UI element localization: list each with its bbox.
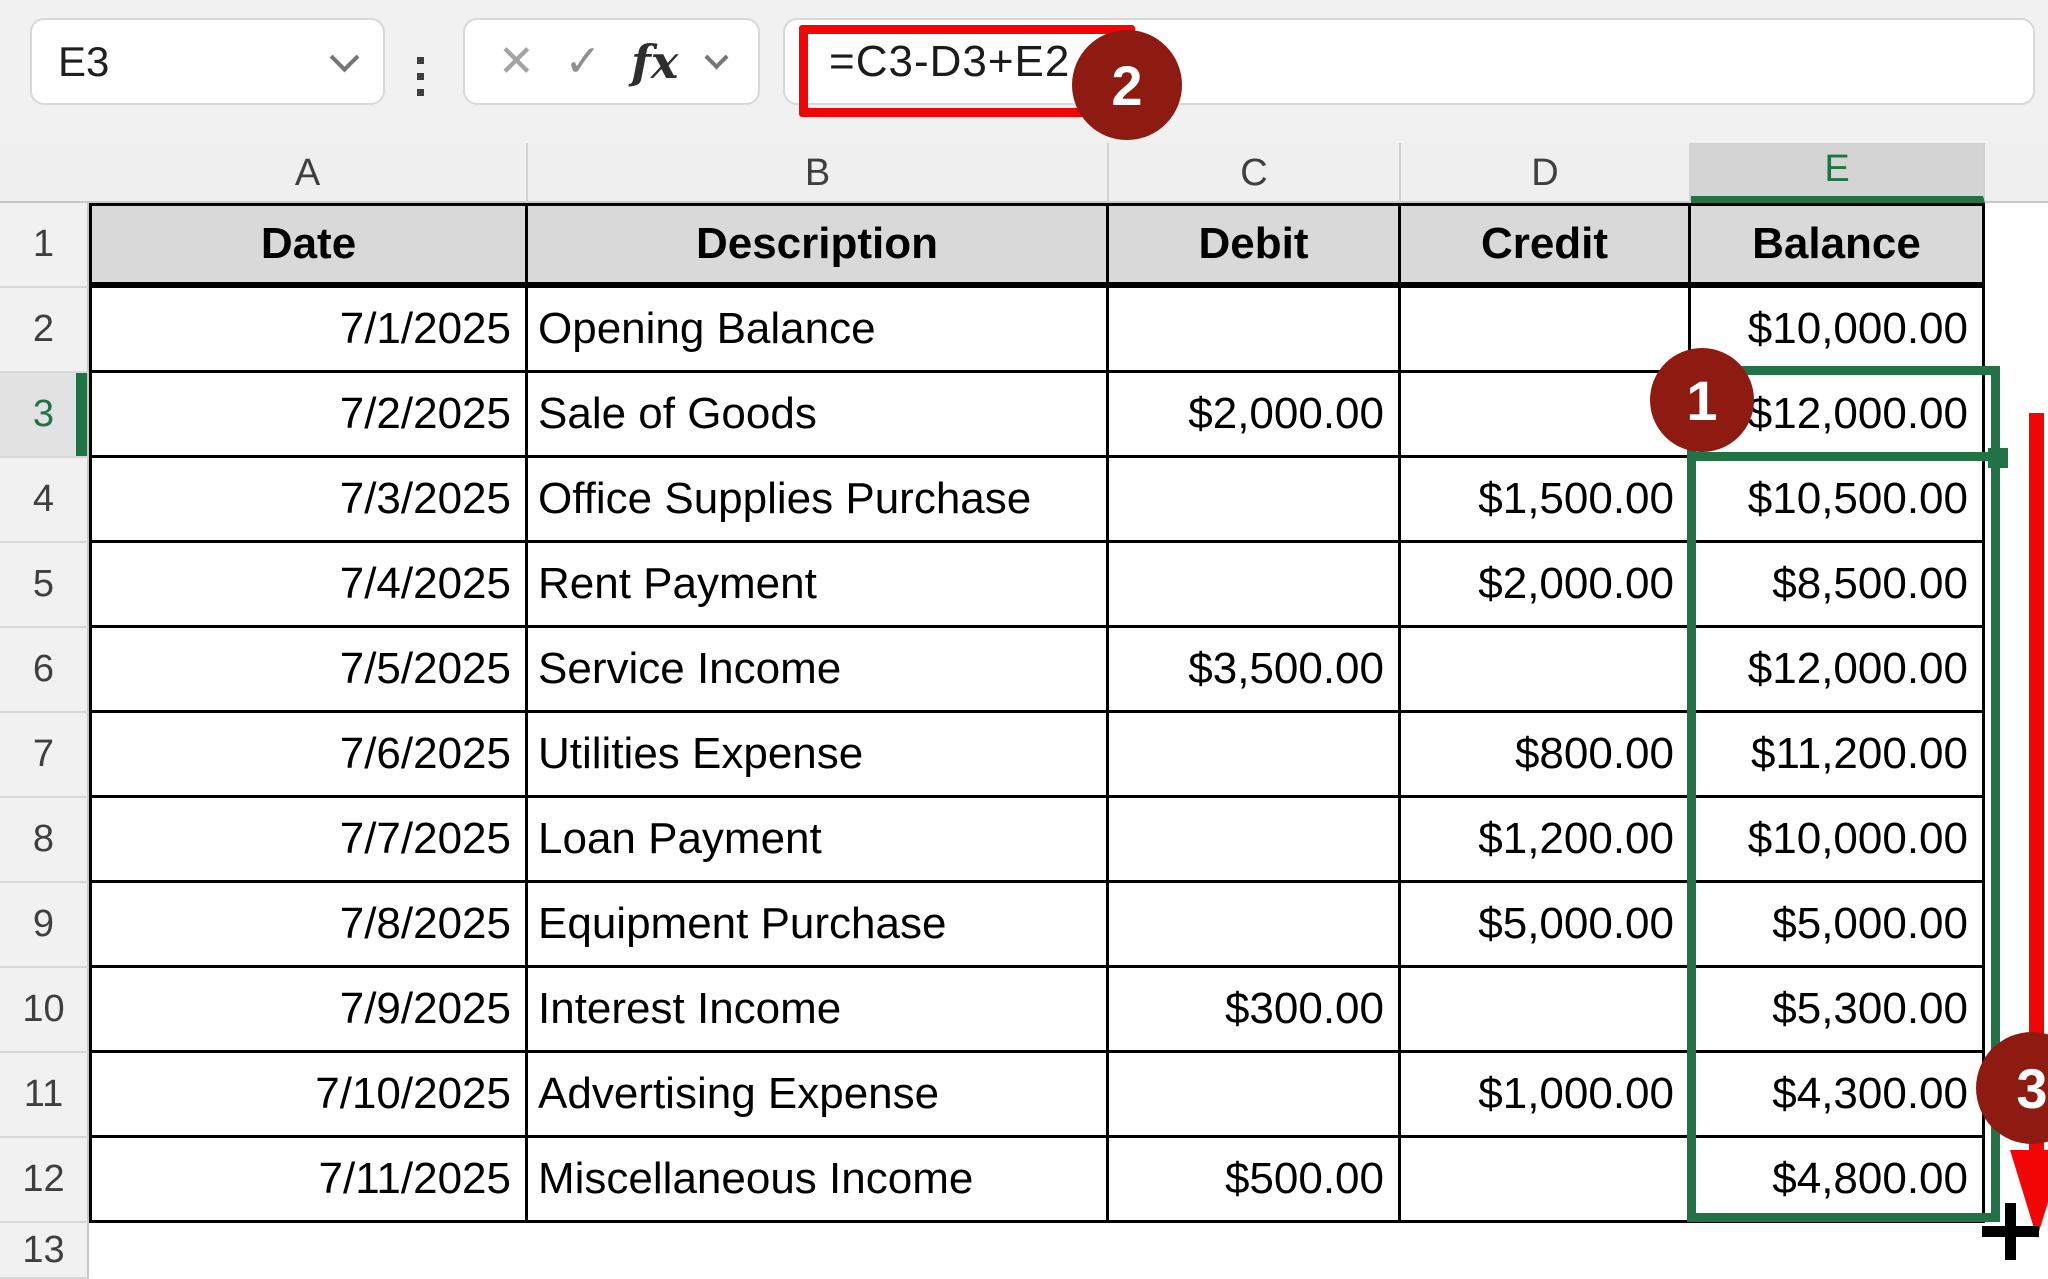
cell-D7[interactable]: $800.00 — [1401, 713, 1691, 798]
cell-A3[interactable]: 7/2/2025 — [89, 373, 528, 458]
column-header-E[interactable]: E — [1691, 143, 1985, 203]
chevron-down-icon[interactable] — [329, 42, 360, 73]
cell-D10[interactable] — [1401, 968, 1691, 1053]
cell-E6[interactable]: $12,000.00 — [1691, 628, 1985, 713]
cancel-icon[interactable]: ✕ — [497, 37, 535, 86]
cell-B4[interactable]: Office Supplies Purchase — [528, 458, 1109, 543]
cell-E8[interactable]: $10,000.00 — [1691, 798, 1985, 883]
plus-crosshair-cursor — [2005, 1203, 2016, 1260]
cell-C2[interactable] — [1109, 288, 1401, 373]
cell-A9[interactable]: 7/8/2025 — [89, 883, 528, 968]
cell-C10[interactable]: $300.00 — [1109, 968, 1401, 1053]
row-header-2[interactable]: 2 — [0, 288, 89, 373]
row-header-4[interactable]: 4 — [0, 458, 89, 543]
cell-C5[interactable] — [1109, 543, 1401, 628]
cell-E5[interactable]: $8,500.00 — [1691, 543, 1985, 628]
active-cell-bottom-border — [1687, 452, 1992, 461]
row-header-11[interactable]: 11 — [0, 1053, 89, 1138]
enter-icon[interactable]: ✓ — [564, 37, 602, 86]
formula-buttons: ✕ ✓ fx — [463, 18, 760, 105]
cell-A7[interactable]: 7/6/2025 — [89, 713, 528, 798]
column-header-C[interactable]: C — [1109, 143, 1401, 203]
cell-C1[interactable]: Debit — [1109, 203, 1401, 288]
row-header-10[interactable]: 10 — [0, 968, 89, 1053]
cell-E7[interactable]: $11,200.00 — [1691, 713, 1985, 798]
formula-text: =C3-D3+E2 — [829, 36, 1071, 86]
cell-E4[interactable]: $10,500.00 — [1691, 458, 1985, 543]
formula-toolbar: E3 ✕ ✓ fx =C3-D3+E2 — [0, 0, 2048, 143]
cell-B10[interactable]: Interest Income — [528, 968, 1109, 1053]
cell-B3[interactable]: Sale of Goods — [528, 373, 1109, 458]
selection-border — [1687, 366, 2000, 1222]
cell-A1[interactable]: Date — [89, 203, 528, 288]
cell-B7[interactable]: Utilities Expense — [528, 713, 1109, 798]
column-header-A[interactable]: A — [89, 143, 528, 203]
cell-E10[interactable]: $5,300.00 — [1691, 968, 1985, 1053]
row-header-8[interactable]: 8 — [0, 798, 89, 883]
cell-B8[interactable]: Loan Payment — [528, 798, 1109, 883]
cell-A8[interactable]: 7/7/2025 — [89, 798, 528, 883]
cell-B5[interactable]: Rent Payment — [528, 543, 1109, 628]
cell-D9[interactable]: $5,000.00 — [1401, 883, 1691, 968]
cell-A11[interactable]: 7/10/2025 — [89, 1053, 528, 1138]
fill-handle[interactable] — [1988, 448, 2008, 468]
column-header-B[interactable]: B — [528, 143, 1109, 203]
cell-D6[interactable] — [1401, 628, 1691, 713]
cell-D12[interactable] — [1401, 1138, 1691, 1223]
cell-A6[interactable]: 7/5/2025 — [89, 628, 528, 713]
cell-A2[interactable]: 7/1/2025 — [89, 288, 528, 373]
cell-D5[interactable]: $2,000.00 — [1401, 543, 1691, 628]
cell-A4[interactable]: 7/3/2025 — [89, 458, 528, 543]
row-header-6[interactable]: 6 — [0, 628, 89, 713]
cell-D3[interactable] — [1401, 373, 1691, 458]
column-header-D[interactable]: D — [1401, 143, 1691, 203]
cell-D8[interactable]: $1,200.00 — [1401, 798, 1691, 883]
cell-C12[interactable]: $500.00 — [1109, 1138, 1401, 1223]
cell-D4[interactable]: $1,500.00 — [1401, 458, 1691, 543]
row-header-5[interactable]: 5 — [0, 543, 89, 628]
cell-C9[interactable] — [1109, 883, 1401, 968]
cell-E11[interactable]: $4,300.00 — [1691, 1053, 1985, 1138]
cell-C4[interactable] — [1109, 458, 1401, 543]
row-header-1[interactable]: 1 — [0, 203, 89, 288]
cell-D1[interactable]: Credit — [1401, 203, 1691, 288]
name-box[interactable]: E3 — [30, 18, 385, 105]
cell-C7[interactable] — [1109, 713, 1401, 798]
drag-down-arrow-line — [2029, 413, 2044, 1153]
cell-B2[interactable]: Opening Balance — [528, 288, 1109, 373]
cell-A12[interactable]: 7/11/2025 — [89, 1138, 528, 1223]
cell-D2[interactable] — [1401, 288, 1691, 373]
chevron-down-icon[interactable] — [704, 45, 729, 70]
name-box-value: E3 — [58, 37, 110, 85]
cell-E9[interactable]: $5,000.00 — [1691, 883, 1985, 968]
drag-down-arrow-head — [2010, 1150, 2048, 1238]
step-2-badge: 2 — [1072, 30, 1182, 140]
row-header-12[interactable]: 12 — [0, 1138, 89, 1223]
step-1-badge: 1 — [1650, 348, 1754, 452]
formula-bar-grip-icon[interactable] — [417, 52, 424, 100]
cell-B11[interactable]: Advertising Expense — [528, 1053, 1109, 1138]
cell-B6[interactable]: Service Income — [528, 628, 1109, 713]
insert-function-icon[interactable]: fx — [631, 34, 679, 89]
cell-B12[interactable]: Miscellaneous Income — [528, 1138, 1109, 1223]
row-header-9[interactable]: 9 — [0, 883, 89, 968]
row-header-13[interactable]: 13 — [0, 1223, 89, 1279]
cell-E1[interactable]: Balance — [1691, 203, 1985, 288]
cell-C3[interactable]: $2,000.00 — [1109, 373, 1401, 458]
cell-C6[interactable]: $3,500.00 — [1109, 628, 1401, 713]
cell-D11[interactable]: $1,000.00 — [1401, 1053, 1691, 1138]
cell-C8[interactable] — [1109, 798, 1401, 883]
cell-A5[interactable]: 7/4/2025 — [89, 543, 528, 628]
cell-C11[interactable] — [1109, 1053, 1401, 1138]
cell-B1[interactable]: Description — [528, 203, 1109, 288]
row-header-3[interactable]: 3 — [0, 373, 89, 458]
cell-A10[interactable]: 7/9/2025 — [89, 968, 528, 1053]
cell-B9[interactable]: Equipment Purchase — [528, 883, 1109, 968]
row-header-7[interactable]: 7 — [0, 713, 89, 798]
